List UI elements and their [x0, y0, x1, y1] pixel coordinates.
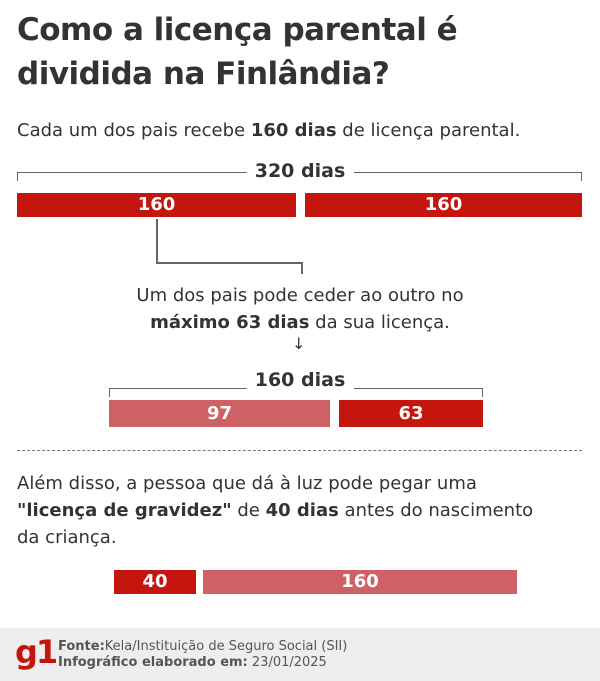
bracket-label-320: 320 dias [246, 160, 354, 182]
divider [17, 450, 582, 451]
pregnancy-bold2: 40 dias [265, 500, 339, 521]
bar-160-light: 160 [203, 570, 517, 594]
transfer-note: Um dos pais pode ceder ao outro no máxim… [0, 282, 600, 336]
intro-bold: 160 dias [250, 120, 337, 141]
transfer-post: da sua licença. [309, 312, 450, 333]
footer: g1 Fonte:Kela/Instituição de Seguro Soci… [0, 628, 600, 681]
date: 23/01/2025 [247, 655, 327, 670]
bar-parent2: 160 [305, 193, 582, 217]
page-title: Como a licença parental é dividida na Fi… [17, 12, 458, 92]
connector-line [301, 262, 303, 274]
date-label: Infográfico elaborado em: [58, 655, 248, 670]
pregnancy-mid: de [231, 500, 266, 521]
source-label: Fonte: [58, 639, 105, 654]
transfer-bold: máximo 63 dias [150, 312, 310, 333]
pregnancy-note: Além disso, a pessoa que dá à luz pode p… [17, 470, 547, 551]
arrow-down-icon: ↓ [292, 334, 306, 353]
intro-text: Cada um dos pais recebe 160 dias de lice… [17, 117, 520, 144]
transfer-line2: máximo 63 dias da sua licença. [0, 309, 600, 336]
bar-parent1: 160 [17, 193, 296, 217]
g1-logo: g1 [15, 633, 58, 671]
bar-97: 97 [109, 400, 330, 427]
date-line: Infográfico elaborado em: 23/01/2025 [58, 655, 327, 671]
source: Kela/Instituição de Seguro Social (SII) [104, 639, 348, 654]
intro-post: de licença parental. [336, 120, 521, 141]
connector-line [156, 262, 302, 264]
source-line: Fonte:Kela/Instituição de Seguro Social … [58, 639, 347, 655]
connector-line [156, 219, 158, 263]
transfer-line1: Um dos pais pode ceder ao outro no [136, 285, 464, 306]
intro-pre: Cada um dos pais recebe [17, 120, 251, 141]
bar-40: 40 [114, 570, 196, 594]
pregnancy-pre: Além disso, a pessoa que dá à luz pode p… [17, 473, 477, 494]
bracket-label-160: 160 dias [246, 369, 354, 391]
bar-63: 63 [339, 400, 483, 427]
pregnancy-bold1: "licença de gravidez" [17, 500, 232, 521]
pregnancy-post: antes do nascimento da criança. [17, 500, 534, 548]
